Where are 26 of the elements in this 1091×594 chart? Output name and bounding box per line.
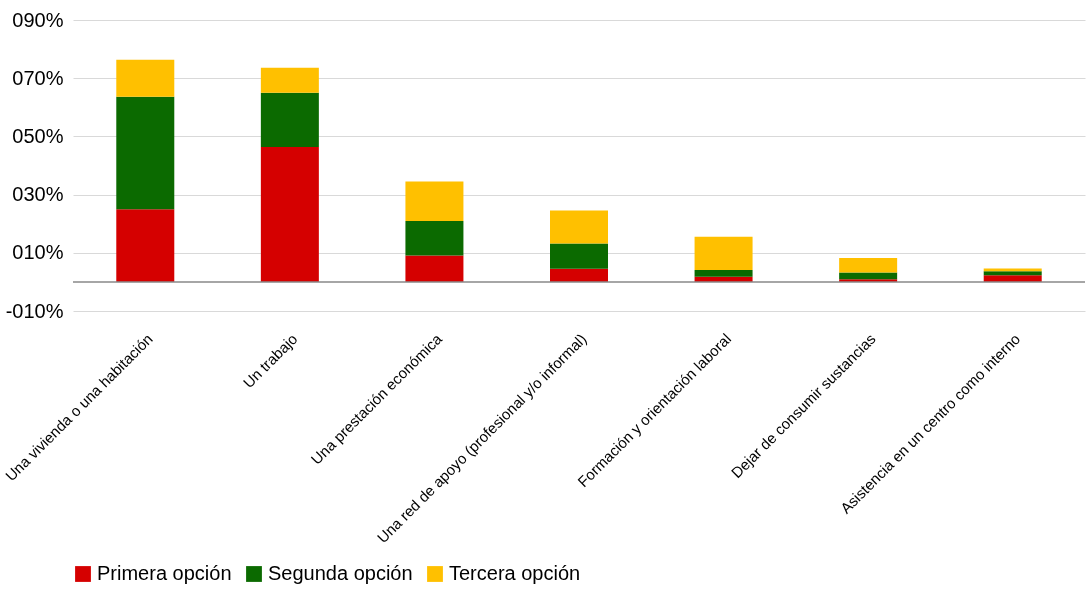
y-tick-label: 090% bbox=[12, 8, 64, 31]
bar bbox=[260, 92, 319, 147]
bar bbox=[550, 268, 608, 282]
legend-label: Segunda opción bbox=[268, 562, 413, 584]
y-tick-label: 050% bbox=[12, 124, 64, 147]
bar bbox=[116, 96, 175, 210]
bar bbox=[839, 272, 898, 280]
bar bbox=[405, 221, 464, 256]
bar bbox=[260, 67, 319, 93]
y-tick-label: -010% bbox=[5, 299, 64, 322]
legend-label: Tercera opción bbox=[449, 562, 581, 584]
bar bbox=[694, 269, 753, 277]
y-tick-label: 010% bbox=[12, 241, 64, 264]
y-tick-label: 070% bbox=[12, 66, 64, 89]
y-tick-label: 030% bbox=[12, 183, 64, 206]
bar bbox=[116, 209, 175, 282]
bar bbox=[405, 255, 464, 282]
bar bbox=[405, 181, 464, 222]
bar bbox=[550, 210, 608, 244]
bar bbox=[694, 236, 753, 270]
legend-label: Primera opción bbox=[97, 562, 232, 584]
bar bbox=[260, 146, 319, 282]
bar bbox=[550, 243, 608, 269]
bar bbox=[983, 271, 1042, 276]
bar bbox=[839, 258, 898, 273]
bar bbox=[116, 59, 175, 97]
